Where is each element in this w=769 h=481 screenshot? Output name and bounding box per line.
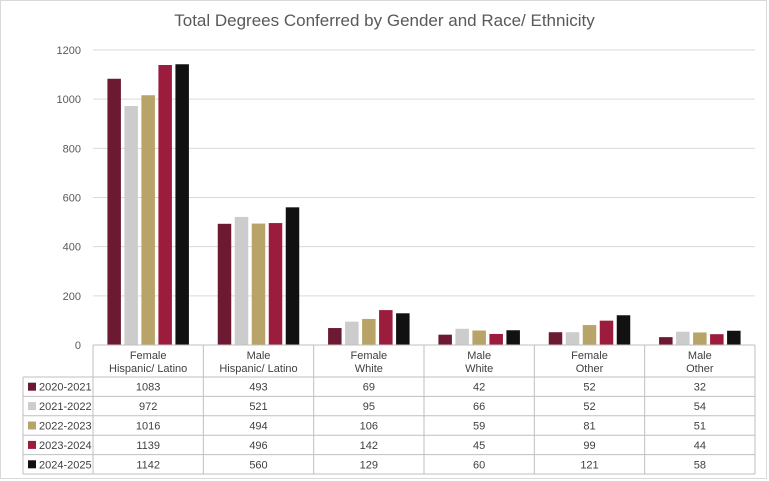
legend-label: 2022-2023 [39,421,92,433]
y-tick-label: 0 [75,340,81,352]
bar [676,331,690,345]
data-label: 58 [694,459,706,471]
data-label: 54 [694,401,706,413]
data-label: 129 [360,459,378,471]
category-label: White [355,363,383,375]
bar [455,328,469,345]
bar [616,315,631,345]
bar [158,64,172,345]
data-label: 69 [363,382,375,394]
category-label: Other [576,363,604,375]
data-label: 1016 [136,421,160,433]
y-tick-label: 600 [63,193,81,205]
category-label: Male [247,350,271,362]
bar [506,330,520,345]
legend-label: 2021-2022 [39,401,92,413]
data-label: 1083 [136,382,160,394]
legend-key [28,460,36,469]
category-label: Hispanic/ Latino [219,363,297,375]
data-label: 42 [473,382,485,394]
bar [727,330,741,345]
bar [489,333,503,345]
data-label: 493 [249,382,267,394]
category-label: Female [130,350,167,362]
data-label: 106 [360,421,378,433]
bar [107,78,121,345]
gridlines [93,49,755,346]
data-label: 142 [360,440,378,452]
bar [599,320,614,345]
category-label: Female [350,350,387,362]
data-label: 45 [473,440,485,452]
y-tick-label: 1200 [57,45,81,57]
bar [693,332,707,345]
data-label: 52 [583,382,595,394]
bar [565,332,580,345]
legend-key [28,421,36,430]
y-tick-label: 400 [63,242,81,254]
data-label: 59 [473,421,485,433]
data-label: 81 [583,421,595,433]
legend-label: 2023-2024 [39,440,92,452]
chart-title: Total Degrees Conferred by Gender and Ra… [174,11,595,30]
data-label: 44 [694,440,706,452]
legend-key [28,382,36,391]
bar [217,223,232,345]
bar [379,310,393,345]
data-label: 972 [139,401,157,413]
data-label: 66 [473,401,485,413]
bar [141,95,155,345]
bar [124,106,138,345]
data-label: 1142 [136,459,160,471]
data-label: 560 [249,459,267,471]
legend-label: 2024-2025 [39,459,92,471]
bar [251,223,266,345]
category-label: Male [688,350,712,362]
data-label: 95 [363,401,375,413]
bar [328,328,342,345]
y-axis: 0 200 400 600 800 1000 1200 [57,45,81,352]
category-label: White [465,363,493,375]
bars [107,64,741,345]
data-label: 1139 [136,440,160,452]
bar [285,207,300,345]
bar [710,334,724,345]
bar [362,318,376,345]
category-label: Female [571,350,608,362]
bar [659,337,673,345]
bar [234,216,249,345]
category-label: Male [467,350,491,362]
bar [472,330,486,345]
bar [175,64,189,345]
data-label: 496 [249,440,267,452]
category-label: Hispanic/ Latino [109,363,187,375]
data-label: 52 [583,401,595,413]
category-label: Other [686,363,714,375]
data-label: 51 [694,421,706,433]
bar [396,313,410,345]
bar [345,321,359,345]
bar [268,223,283,345]
bar [438,334,452,345]
data-label: 32 [694,382,706,394]
legend-key [28,402,36,411]
bar [548,332,563,345]
data-label: 494 [249,421,267,433]
data-label: 121 [580,459,598,471]
y-tick-label: 1000 [57,94,81,106]
legend-label: 2020-2021 [39,382,92,394]
y-tick-label: 800 [63,143,81,155]
bar [582,325,597,345]
legend-key [28,440,36,449]
data-label: 99 [583,440,595,452]
y-tick-label: 200 [63,291,81,303]
data-label: 521 [249,401,267,413]
data-label: 60 [473,459,485,471]
